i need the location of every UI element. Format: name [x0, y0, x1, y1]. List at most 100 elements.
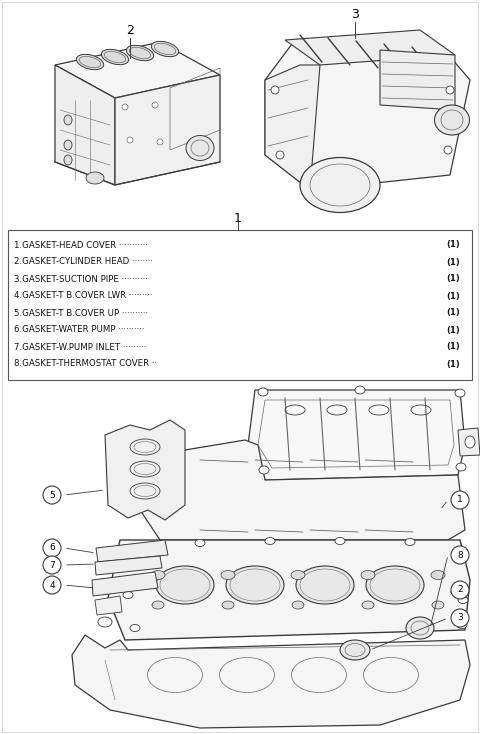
Ellipse shape	[123, 592, 133, 598]
Polygon shape	[92, 572, 158, 596]
Ellipse shape	[456, 463, 466, 471]
Circle shape	[451, 491, 469, 509]
Text: (1): (1)	[446, 241, 460, 250]
Text: (1): (1)	[446, 325, 460, 335]
Polygon shape	[105, 420, 185, 520]
Polygon shape	[140, 440, 465, 540]
Ellipse shape	[457, 622, 467, 628]
Ellipse shape	[130, 625, 140, 631]
Circle shape	[451, 609, 469, 627]
Circle shape	[43, 576, 61, 594]
Text: 5: 5	[49, 490, 55, 500]
Text: 5.GASKET-T B.COVER UP ··········: 5.GASKET-T B.COVER UP ··········	[14, 308, 148, 318]
Ellipse shape	[406, 617, 434, 639]
Ellipse shape	[64, 140, 72, 150]
Text: 8.GASKET-THERMOSTAT COVER ··: 8.GASKET-THERMOSTAT COVER ··	[14, 360, 157, 368]
Ellipse shape	[366, 566, 424, 604]
Text: 3: 3	[351, 9, 359, 21]
Polygon shape	[248, 390, 465, 480]
Text: 3: 3	[457, 614, 463, 622]
Ellipse shape	[458, 597, 468, 603]
Polygon shape	[8, 230, 472, 380]
Text: 2.GASKET-CYLINDER HEAD ········: 2.GASKET-CYLINDER HEAD ········	[14, 258, 153, 266]
Text: 7.GASKET-W.PUMP INLET ·········: 7.GASKET-W.PUMP INLET ·········	[14, 343, 146, 352]
Ellipse shape	[265, 537, 275, 545]
Circle shape	[451, 581, 469, 599]
Ellipse shape	[465, 436, 475, 448]
Ellipse shape	[300, 158, 380, 213]
Ellipse shape	[355, 386, 365, 394]
Ellipse shape	[361, 570, 375, 580]
Ellipse shape	[186, 136, 214, 161]
Ellipse shape	[455, 389, 465, 397]
Circle shape	[43, 539, 61, 557]
Ellipse shape	[291, 570, 305, 580]
Ellipse shape	[340, 640, 370, 660]
Circle shape	[157, 139, 163, 145]
Ellipse shape	[455, 547, 465, 553]
Text: 2: 2	[457, 586, 463, 595]
Ellipse shape	[296, 566, 354, 604]
Ellipse shape	[292, 601, 304, 609]
Text: 6: 6	[49, 543, 55, 553]
Polygon shape	[96, 540, 168, 562]
Ellipse shape	[405, 539, 415, 545]
Ellipse shape	[362, 601, 374, 609]
Ellipse shape	[128, 545, 138, 551]
Ellipse shape	[64, 155, 72, 165]
Circle shape	[444, 146, 452, 154]
Circle shape	[43, 486, 61, 504]
Ellipse shape	[98, 617, 112, 627]
Text: 3.GASKET-SUCTION PIPE ··········: 3.GASKET-SUCTION PIPE ··········	[14, 275, 148, 283]
Text: 4: 4	[49, 581, 55, 589]
Polygon shape	[265, 40, 470, 190]
Circle shape	[446, 86, 454, 94]
Circle shape	[152, 102, 158, 108]
Ellipse shape	[335, 537, 345, 545]
Ellipse shape	[432, 601, 444, 609]
Polygon shape	[265, 65, 320, 190]
Ellipse shape	[221, 570, 235, 580]
Polygon shape	[72, 635, 470, 728]
Ellipse shape	[434, 105, 469, 135]
Text: (1): (1)	[446, 343, 460, 352]
Polygon shape	[108, 540, 470, 640]
Ellipse shape	[222, 601, 234, 609]
Circle shape	[122, 104, 128, 110]
Text: 2: 2	[126, 23, 134, 37]
Text: (1): (1)	[446, 360, 460, 368]
Text: 8: 8	[457, 550, 463, 559]
Ellipse shape	[126, 46, 154, 61]
Text: 7: 7	[49, 561, 55, 570]
Ellipse shape	[258, 388, 268, 396]
Text: 1: 1	[457, 495, 463, 504]
Text: (1): (1)	[446, 291, 460, 300]
Circle shape	[43, 556, 61, 574]
Ellipse shape	[151, 570, 165, 580]
Text: 4.GASKET-T B.COVER LWR ·········: 4.GASKET-T B.COVER LWR ·········	[14, 291, 153, 300]
Ellipse shape	[226, 566, 284, 604]
Ellipse shape	[76, 54, 104, 70]
Polygon shape	[95, 596, 122, 615]
Polygon shape	[380, 50, 455, 110]
Polygon shape	[285, 30, 455, 65]
Polygon shape	[55, 65, 115, 185]
Ellipse shape	[86, 172, 104, 184]
Polygon shape	[95, 556, 162, 575]
Ellipse shape	[156, 566, 214, 604]
Polygon shape	[55, 42, 220, 98]
Ellipse shape	[151, 41, 179, 57]
Ellipse shape	[259, 466, 269, 474]
Polygon shape	[115, 75, 220, 185]
Ellipse shape	[64, 115, 72, 125]
Circle shape	[451, 546, 469, 564]
Ellipse shape	[101, 49, 129, 65]
Ellipse shape	[152, 601, 164, 609]
Text: 6.GASKET-WATER PUMP ··········: 6.GASKET-WATER PUMP ··········	[14, 325, 144, 335]
Text: (1): (1)	[446, 308, 460, 318]
Circle shape	[127, 137, 133, 143]
Circle shape	[276, 151, 284, 159]
Polygon shape	[458, 428, 480, 456]
Ellipse shape	[431, 570, 445, 580]
Circle shape	[271, 86, 279, 94]
